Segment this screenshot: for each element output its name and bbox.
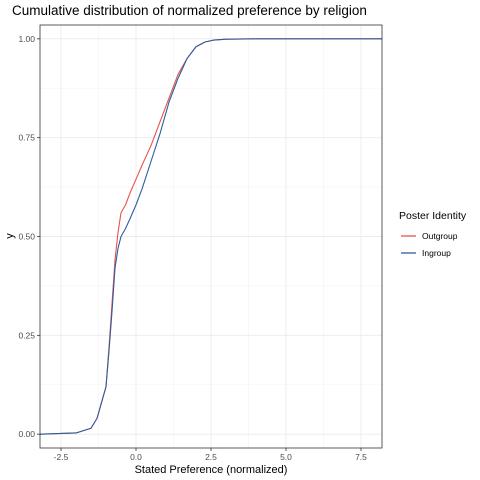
y-tick-label: 0.00 [18,429,35,439]
legend-label-outgroup: Outgroup [422,231,458,241]
x-tick-label: -2.5 [54,452,69,462]
x-tick-label: 2.5 [205,452,217,462]
x-tick-label: 7.5 [355,452,367,462]
y-tick-label: 1.00 [18,34,35,44]
y-tick-label: 0.25 [18,330,35,340]
series-layer [39,38,382,435]
x-tick-label: 0.0 [130,452,142,462]
legend: Poster Identity Outgroup Ingroup [399,210,467,258]
legend-title: Poster Identity [399,210,467,222]
grid-layer [40,25,382,448]
chart-title: Cumulative distribution of normalized pr… [12,3,367,18]
legend-label-ingroup: Ingroup [422,248,451,258]
x-axis-title: Stated Preference (normalized) [135,464,288,476]
y-axis: 0.00 0.25 0.50 0.75 1.00 [18,34,40,439]
y-tick-label: 0.50 [18,232,35,242]
x-tick-label: 5.0 [280,452,292,462]
x-axis: -2.5 0.0 2.5 5.0 7.5 [54,448,367,462]
y-axis-title: y [4,233,16,239]
y-tick-label: 0.75 [18,133,35,143]
series-line-ingroup [39,38,382,435]
